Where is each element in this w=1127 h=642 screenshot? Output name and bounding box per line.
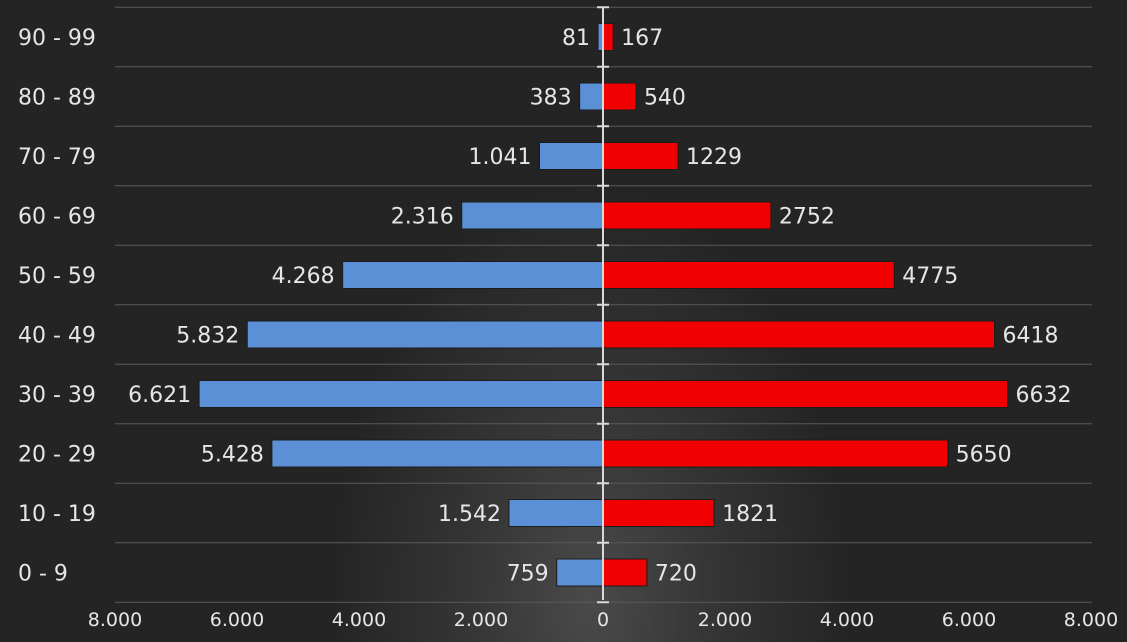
data-label-right: 5650 bbox=[956, 443, 1012, 468]
data-label-left: 4.268 bbox=[272, 264, 335, 289]
bar-right bbox=[602, 439, 949, 468]
category-label: 30 - 39 bbox=[18, 383, 96, 408]
bar-left bbox=[579, 82, 604, 111]
bar-right bbox=[602, 82, 637, 111]
bar-right bbox=[602, 23, 614, 51]
data-label-left: 81 bbox=[562, 26, 590, 51]
category-label: 20 - 29 bbox=[18, 443, 96, 468]
data-label-right: 6632 bbox=[1016, 383, 1072, 408]
x-tick-label: 2.000 bbox=[698, 609, 752, 631]
category-label: 60 - 69 bbox=[18, 205, 96, 230]
category-label: 90 - 99 bbox=[18, 26, 96, 51]
x-tick-label: 4.000 bbox=[820, 609, 874, 631]
data-label-left: 2.316 bbox=[391, 205, 454, 230]
data-label-right: 1821 bbox=[722, 502, 778, 527]
x-tick-label: 6.000 bbox=[210, 609, 264, 631]
bar-left bbox=[556, 558, 604, 587]
labels: 81 167 90 - 99 383 540 80 - 89 1.041 1229 70 - 7… bbox=[18, 26, 1118, 631]
bar-left bbox=[461, 201, 604, 230]
bar-right bbox=[602, 261, 895, 289]
data-label-right: 2752 bbox=[779, 205, 835, 230]
category-label: 70 - 79 bbox=[18, 145, 96, 170]
bar-left bbox=[271, 439, 604, 468]
center-axis bbox=[597, 6, 609, 604]
bar-left bbox=[198, 380, 604, 408]
bar-right bbox=[602, 320, 995, 349]
data-label-right: 1229 bbox=[686, 145, 742, 170]
bars bbox=[198, 23, 1009, 587]
x-tick-label: 8.000 bbox=[88, 609, 142, 631]
category-label: 80 - 89 bbox=[18, 86, 96, 111]
data-label-left: 1.041 bbox=[469, 145, 532, 170]
bar-right bbox=[602, 380, 1009, 408]
data-label-left: 5.428 bbox=[201, 443, 264, 468]
x-tick-label: 2.000 bbox=[454, 609, 508, 631]
bar-right bbox=[602, 142, 679, 170]
data-label-right: 720 bbox=[655, 562, 697, 587]
category-label: 40 - 49 bbox=[18, 324, 96, 349]
data-label-right: 6418 bbox=[1002, 324, 1058, 349]
bar-left bbox=[246, 320, 604, 349]
category-label: 50 - 59 bbox=[18, 264, 96, 289]
data-label-left: 6.621 bbox=[128, 383, 191, 408]
category-label: 10 - 19 bbox=[18, 502, 96, 527]
data-label-right: 540 bbox=[644, 86, 686, 111]
data-label-left: 759 bbox=[507, 562, 549, 587]
category-label: 0 - 9 bbox=[18, 562, 68, 587]
bar-left bbox=[342, 261, 604, 289]
bar-right bbox=[602, 558, 648, 587]
data-label-left: 383 bbox=[530, 86, 572, 111]
data-label-right: 167 bbox=[621, 26, 663, 51]
x-tick-label: 0 bbox=[597, 609, 609, 631]
bar-left bbox=[508, 499, 604, 527]
data-label-left: 5.832 bbox=[176, 324, 239, 349]
bar-right bbox=[602, 499, 715, 527]
x-tick-label: 4.000 bbox=[332, 609, 386, 631]
data-label-right: 4775 bbox=[902, 264, 958, 289]
x-tick-label: 8.000 bbox=[1064, 609, 1118, 631]
data-label-left: 1.542 bbox=[438, 502, 501, 527]
bar-right bbox=[602, 201, 772, 230]
bar-left bbox=[538, 142, 604, 170]
x-tick-label: 6.000 bbox=[942, 609, 996, 631]
